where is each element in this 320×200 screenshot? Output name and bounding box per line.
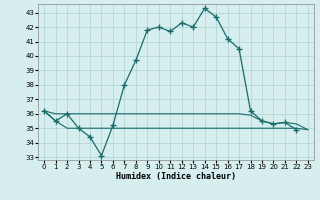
X-axis label: Humidex (Indice chaleur): Humidex (Indice chaleur) [116,172,236,181]
